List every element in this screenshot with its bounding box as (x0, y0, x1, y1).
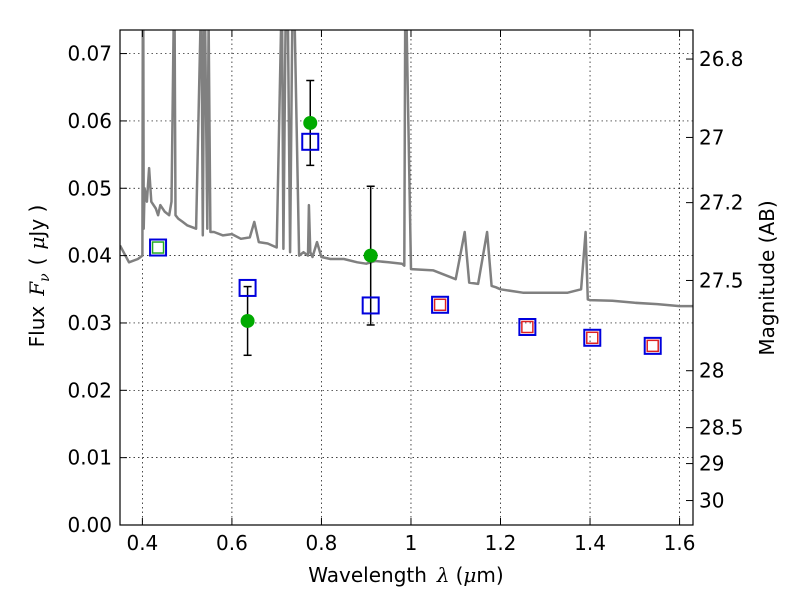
x-tick-label: 0.6 (216, 531, 248, 555)
model-blue-square (301, 132, 320, 151)
y2-tick-label: 28.5 (699, 416, 744, 440)
model-green-square (151, 241, 165, 254)
y2-axis-label: Magnitude (AB) (755, 200, 779, 355)
observed-point (303, 115, 318, 130)
observed-point (363, 248, 378, 263)
x-tick-label: 1.6 (664, 531, 696, 555)
observed-point (240, 313, 255, 328)
x-tick-label: 0.4 (126, 531, 158, 555)
y-tick-label: 0.07 (67, 42, 112, 66)
y-axis-label: FluxFν(μJy ) (25, 205, 53, 348)
y-tick-label: 0.03 (67, 311, 112, 335)
model-blue-square (583, 328, 602, 347)
model-blue-square (643, 336, 662, 355)
y2-tick-label: 27 (699, 125, 724, 149)
y-tick-label: 0.06 (67, 109, 112, 133)
model-blue-square (149, 238, 168, 257)
model-red-square (521, 320, 534, 334)
y2-tick-label: 26.8 (699, 47, 744, 71)
axis-ticks (120, 30, 693, 526)
x-tick-label: 0.8 (306, 531, 338, 555)
y2-tick-label: 30 (699, 489, 724, 513)
model-blue-square (361, 296, 380, 315)
y-tick-label: 0.00 (67, 513, 112, 537)
model-red-square (646, 339, 659, 353)
y2-tick-label: 28 (699, 359, 724, 383)
model-blue-square (431, 295, 450, 314)
x-tick-label: 1.4 (574, 531, 606, 555)
model-red-square (586, 331, 599, 345)
x-tick-label: 1.2 (485, 531, 517, 555)
y-tick-label: 0.01 (67, 446, 112, 470)
y-tick-label: 0.05 (67, 176, 112, 200)
x-tick-label: 1 (405, 531, 418, 555)
model-blue-square (238, 278, 257, 297)
x-axis-label: Wavelength λ (μm) (308, 563, 503, 587)
y-tick-label: 0.04 (67, 244, 112, 268)
y2-tick-label: 27.5 (699, 268, 744, 292)
y2-tick-label: 29 (699, 452, 724, 476)
plot-area (120, 30, 693, 357)
y2-tick-label: 27.2 (699, 191, 744, 215)
grid-lines (120, 30, 693, 525)
model-blue-square (518, 318, 537, 336)
spectrum-line (120, 30, 693, 308)
y-tick-label: 0.02 (67, 378, 112, 402)
model-red-square (433, 298, 447, 312)
plot-frame (119, 29, 694, 526)
